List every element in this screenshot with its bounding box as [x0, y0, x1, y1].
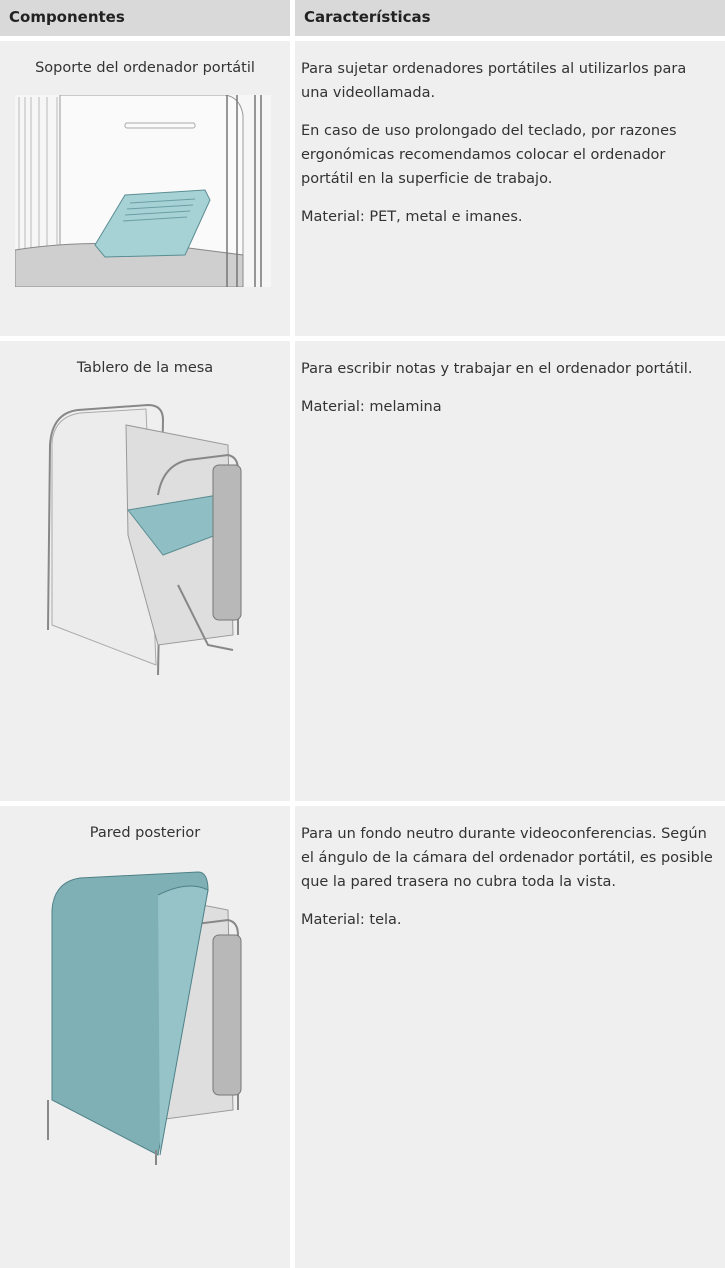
back-wall-illustration: [47, 871, 242, 1165]
description-cell: Para escribir notas y trabajar en el ord…: [295, 341, 725, 801]
header-text: Componentes: [9, 8, 125, 26]
description-cell: Para sujetar ordenadores portátiles al u…: [295, 41, 725, 336]
component-name: Soporte del ordenador portátil: [35, 60, 255, 76]
description: Material: melamina: [301, 399, 442, 415]
component-name: Pared posterior: [89, 825, 201, 841]
description: Para escribir notas y trabajar en el ord…: [301, 361, 693, 377]
description: Para sujetar ordenadores portátiles al u…: [301, 61, 687, 101]
component-name: Tablero de la mesa: [76, 360, 214, 376]
description: Material: PET, metal e imanes.: [301, 209, 523, 225]
description-cell: Para un fondo neutro durante videoconfer…: [295, 806, 725, 1268]
description: Material: tela.: [301, 912, 402, 928]
header-cell: Características: [295, 0, 725, 36]
laptop-holder-illustration: [15, 95, 271, 287]
description: Para un fondo neutro durante videoconfer…: [301, 826, 713, 890]
description: En caso de uso prolongado del teclado, p…: [301, 123, 677, 187]
header-cell: Componentes: [0, 0, 290, 36]
table-top-illustration: [47, 403, 242, 676]
header-text: Características: [304, 8, 431, 26]
